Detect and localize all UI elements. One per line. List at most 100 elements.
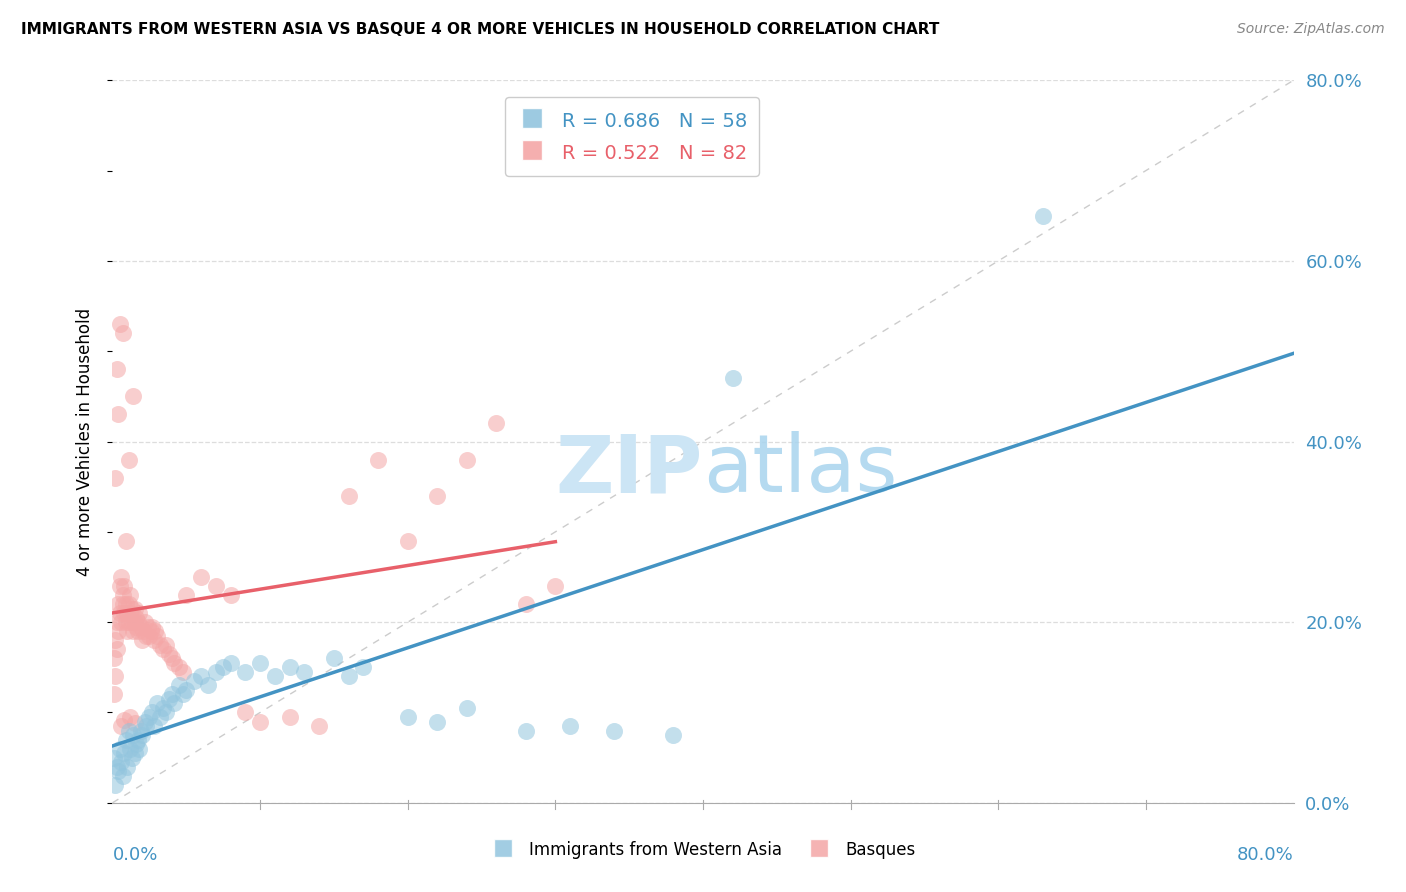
- Point: [129, 723, 152, 738]
- Point: [111, 326, 134, 340]
- Point: [104, 669, 127, 683]
- Point: [142, 633, 165, 648]
- Point: [117, 606, 138, 620]
- Point: [125, 610, 148, 624]
- Point: [157, 692, 180, 706]
- Point: [337, 489, 360, 503]
- Point: [120, 710, 142, 724]
- Point: [108, 606, 131, 620]
- Point: [143, 624, 166, 639]
- Point: [426, 714, 449, 729]
- Point: [155, 638, 177, 652]
- Point: [485, 417, 508, 431]
- Point: [117, 624, 138, 639]
- Point: [174, 682, 197, 697]
- Point: [138, 629, 160, 643]
- Point: [515, 723, 537, 738]
- Point: [134, 615, 156, 630]
- Point: [135, 629, 157, 643]
- Point: [152, 701, 174, 715]
- Point: [139, 624, 162, 639]
- Point: [124, 601, 146, 615]
- Point: [172, 665, 194, 679]
- Point: [136, 620, 159, 634]
- Point: [352, 660, 374, 674]
- Point: [111, 769, 134, 783]
- Point: [396, 710, 419, 724]
- Point: [1032, 209, 1054, 223]
- Point: [278, 660, 301, 674]
- Point: [110, 570, 132, 584]
- Point: [112, 606, 135, 620]
- Point: [125, 620, 148, 634]
- Point: [122, 624, 145, 639]
- Point: [129, 620, 152, 634]
- Point: [103, 750, 125, 764]
- Point: [105, 760, 128, 774]
- Point: [103, 651, 125, 665]
- Point: [141, 620, 163, 634]
- Point: [128, 606, 150, 620]
- Point: [104, 471, 127, 485]
- Point: [167, 660, 190, 674]
- Point: [163, 656, 186, 670]
- Point: [367, 452, 389, 467]
- Point: [190, 669, 212, 683]
- Point: [108, 317, 131, 331]
- Point: [122, 728, 145, 742]
- Point: [107, 764, 129, 779]
- Point: [105, 642, 128, 657]
- Point: [117, 760, 138, 774]
- Point: [135, 719, 157, 733]
- Point: [127, 732, 149, 747]
- Point: [112, 713, 135, 727]
- Point: [131, 633, 153, 648]
- Point: [110, 755, 132, 769]
- Point: [183, 673, 205, 688]
- Point: [108, 579, 131, 593]
- Point: [160, 687, 183, 701]
- Point: [120, 606, 142, 620]
- Point: [603, 723, 626, 738]
- Point: [456, 452, 478, 467]
- Point: [121, 615, 143, 630]
- Point: [155, 706, 177, 720]
- Point: [219, 588, 242, 602]
- Point: [112, 579, 135, 593]
- Point: [114, 615, 136, 630]
- Point: [249, 656, 271, 670]
- Point: [122, 389, 145, 403]
- Legend: Immigrants from Western Asia, Basques: Immigrants from Western Asia, Basques: [484, 833, 922, 867]
- Point: [142, 719, 165, 733]
- Point: [219, 656, 242, 670]
- Point: [163, 697, 186, 711]
- Point: [264, 669, 287, 683]
- Point: [104, 778, 127, 792]
- Point: [121, 750, 143, 764]
- Point: [233, 665, 256, 679]
- Point: [132, 624, 155, 639]
- Point: [515, 597, 537, 611]
- Point: [233, 706, 256, 720]
- Point: [212, 660, 235, 674]
- Point: [662, 728, 685, 742]
- Y-axis label: 4 or more Vehicles in Household: 4 or more Vehicles in Household: [76, 308, 94, 575]
- Point: [323, 651, 346, 665]
- Point: [111, 597, 134, 611]
- Point: [124, 615, 146, 630]
- Point: [118, 452, 141, 467]
- Point: [128, 741, 150, 756]
- Text: Source: ZipAtlas.com: Source: ZipAtlas.com: [1237, 22, 1385, 37]
- Point: [118, 597, 141, 611]
- Point: [111, 588, 134, 602]
- Point: [197, 678, 219, 692]
- Point: [721, 371, 744, 385]
- Point: [104, 633, 127, 648]
- Point: [127, 624, 149, 639]
- Point: [396, 533, 419, 548]
- Point: [124, 746, 146, 760]
- Point: [205, 665, 228, 679]
- Point: [120, 741, 142, 756]
- Point: [149, 710, 172, 724]
- Point: [426, 489, 449, 503]
